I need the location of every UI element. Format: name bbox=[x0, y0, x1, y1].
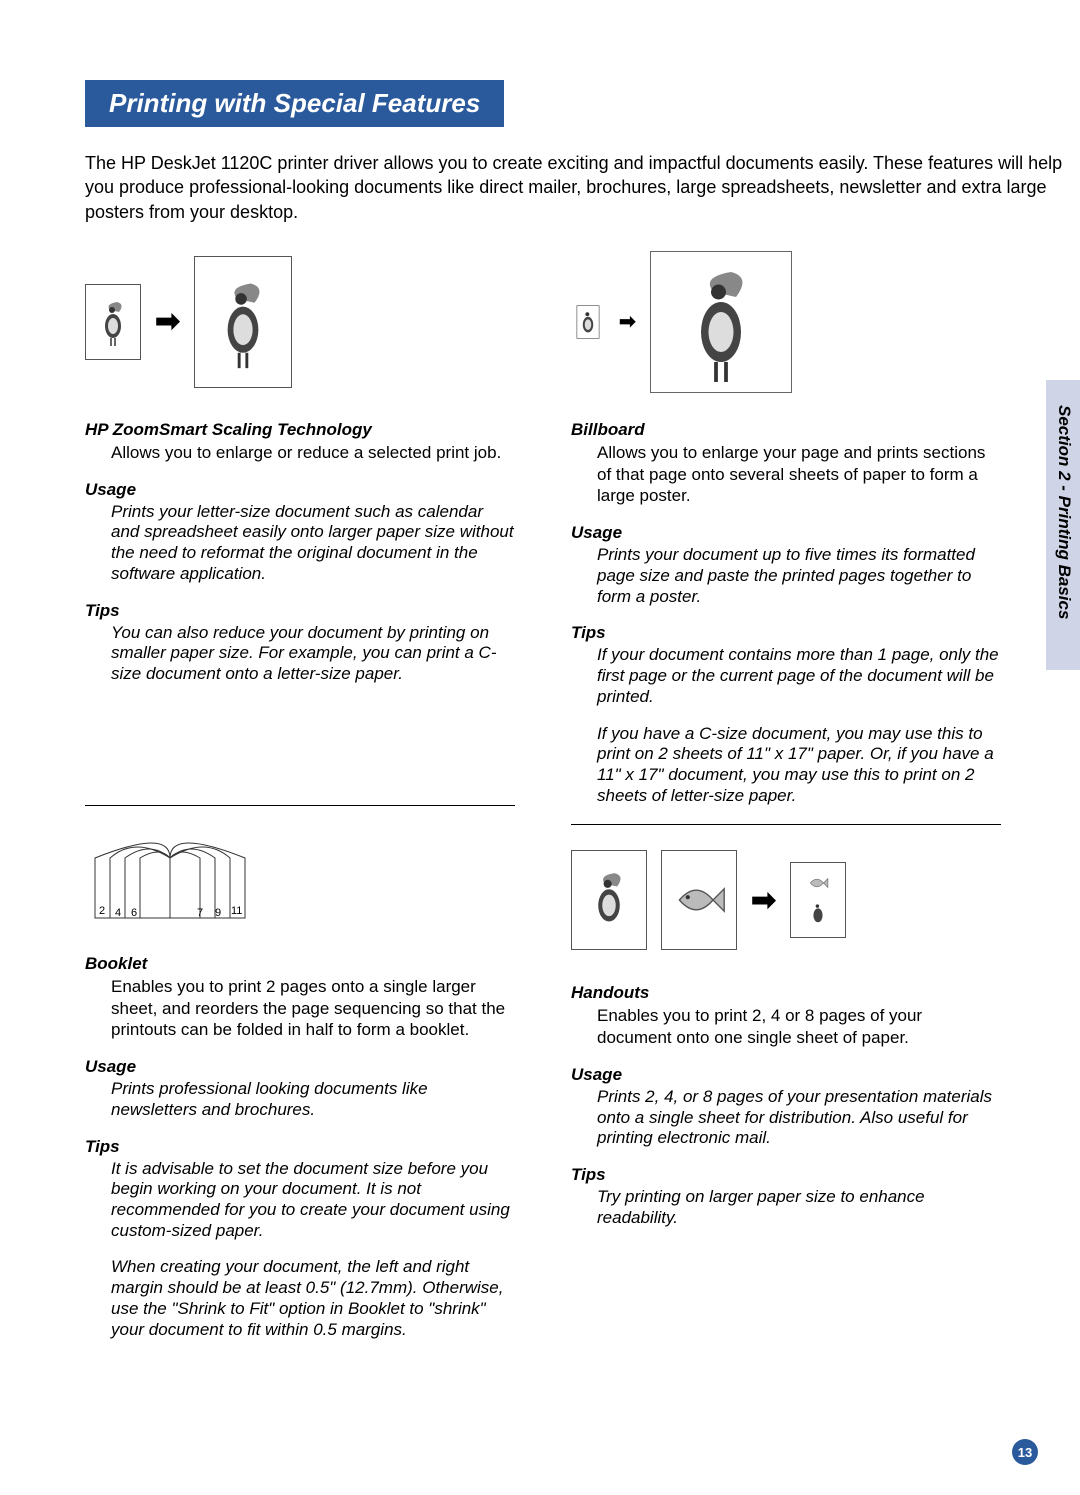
section-tab-label: Section 2 - Printing Basics bbox=[1054, 405, 1074, 619]
billboard-tips2: If you have a C-size document, you may u… bbox=[597, 724, 1001, 807]
toucan-icon bbox=[584, 865, 634, 935]
zoomsmart-usage-label: Usage bbox=[85, 480, 515, 500]
booklet-icon: 2 4 6 7 9 11 bbox=[85, 828, 255, 923]
booklet-tips1: It is advisable to set the document size… bbox=[111, 1159, 515, 1242]
fish-icon bbox=[803, 872, 833, 894]
booklet-tips2: When creating your document, the left an… bbox=[111, 1257, 515, 1340]
booklet-page-11: 11 bbox=[231, 905, 242, 917]
left-column: ➡ HP ZoomSmart Scaling Technology Allows… bbox=[85, 252, 515, 1356]
page-number-badge: 13 bbox=[1012, 1439, 1038, 1465]
booklet-illustration: 2 4 6 7 9 11 bbox=[85, 826, 515, 926]
zoomsmart-large-page bbox=[194, 256, 292, 388]
billboard-grid bbox=[650, 251, 792, 393]
billboard-title: Billboard bbox=[571, 420, 1001, 440]
billboard-tips1: If your document contains more than 1 pa… bbox=[597, 645, 1001, 707]
billboard-small-page bbox=[571, 299, 605, 345]
toucan-icon bbox=[576, 305, 600, 339]
booklet-tips-label: Tips bbox=[85, 1137, 515, 1157]
handouts-desc: Enables you to print 2, 4 or 8 pages of … bbox=[597, 1005, 1001, 1049]
booklet-usage: Prints professional looking documents li… bbox=[111, 1079, 515, 1120]
zoomsmart-tips: You can also reduce your document by pri… bbox=[111, 623, 515, 685]
booklet-desc: Enables you to print 2 pages onto a sing… bbox=[111, 976, 515, 1041]
billboard-usage: Prints your document up to five times it… bbox=[597, 545, 1001, 607]
handouts-usage-label: Usage bbox=[571, 1065, 1001, 1085]
booklet-page-4: 4 bbox=[115, 907, 121, 919]
zoomsmart-usage: Prints your letter-size document such as… bbox=[111, 502, 515, 585]
billboard-illustration: ➡ bbox=[571, 252, 1001, 392]
arrow-icon: ➡ bbox=[619, 309, 636, 334]
booklet-page-6: 6 bbox=[131, 907, 137, 919]
billboard-tips-label: Tips bbox=[571, 623, 1001, 643]
zoomsmart-small-page bbox=[85, 284, 141, 360]
handouts-title: Handouts bbox=[571, 983, 1001, 1003]
zoomsmart-tips-label: Tips bbox=[85, 601, 515, 621]
zoomsmart-title: HP ZoomSmart Scaling Technology bbox=[85, 420, 515, 440]
divider bbox=[571, 824, 1001, 825]
handout-output bbox=[790, 862, 846, 938]
right-column: ➡ bbox=[571, 252, 1001, 1356]
booklet-page-9: 9 bbox=[215, 907, 221, 919]
booklet-page-2: 2 bbox=[99, 905, 105, 917]
arrow-icon: ➡ bbox=[155, 304, 180, 339]
toucan-icon bbox=[208, 272, 278, 372]
page-title-bar: Printing with Special Features bbox=[85, 80, 504, 127]
billboard-usage-label: Usage bbox=[571, 523, 1001, 543]
handouts-illustration: ➡ bbox=[571, 845, 1001, 955]
booklet-page-7: 7 bbox=[197, 907, 203, 919]
booklet-title: Booklet bbox=[85, 954, 515, 974]
divider bbox=[85, 805, 515, 806]
handouts-usage: Prints 2, 4, or 8 pages of your presenta… bbox=[597, 1087, 1001, 1149]
zoomsmart-illustration: ➡ bbox=[85, 252, 515, 392]
zoomsmart-desc: Allows you to enlarge or reduce a select… bbox=[111, 442, 515, 464]
toucan-icon bbox=[95, 296, 131, 348]
handouts-tips: Try printing on larger paper size to enh… bbox=[597, 1187, 1001, 1228]
fish-icon bbox=[671, 872, 727, 928]
booklet-usage-label: Usage bbox=[85, 1057, 515, 1077]
handout-input-2 bbox=[661, 850, 737, 950]
handouts-tips-label: Tips bbox=[571, 1165, 1001, 1185]
intro-paragraph: The HP DeskJet 1120C printer driver allo… bbox=[85, 151, 1080, 224]
feature-columns: ➡ HP ZoomSmart Scaling Technology Allows… bbox=[85, 252, 1080, 1356]
toucan-icon bbox=[805, 898, 831, 928]
arrow-icon: ➡ bbox=[751, 883, 776, 918]
handout-input-1 bbox=[571, 850, 647, 950]
billboard-desc: Allows you to enlarge your page and prin… bbox=[597, 442, 1001, 507]
